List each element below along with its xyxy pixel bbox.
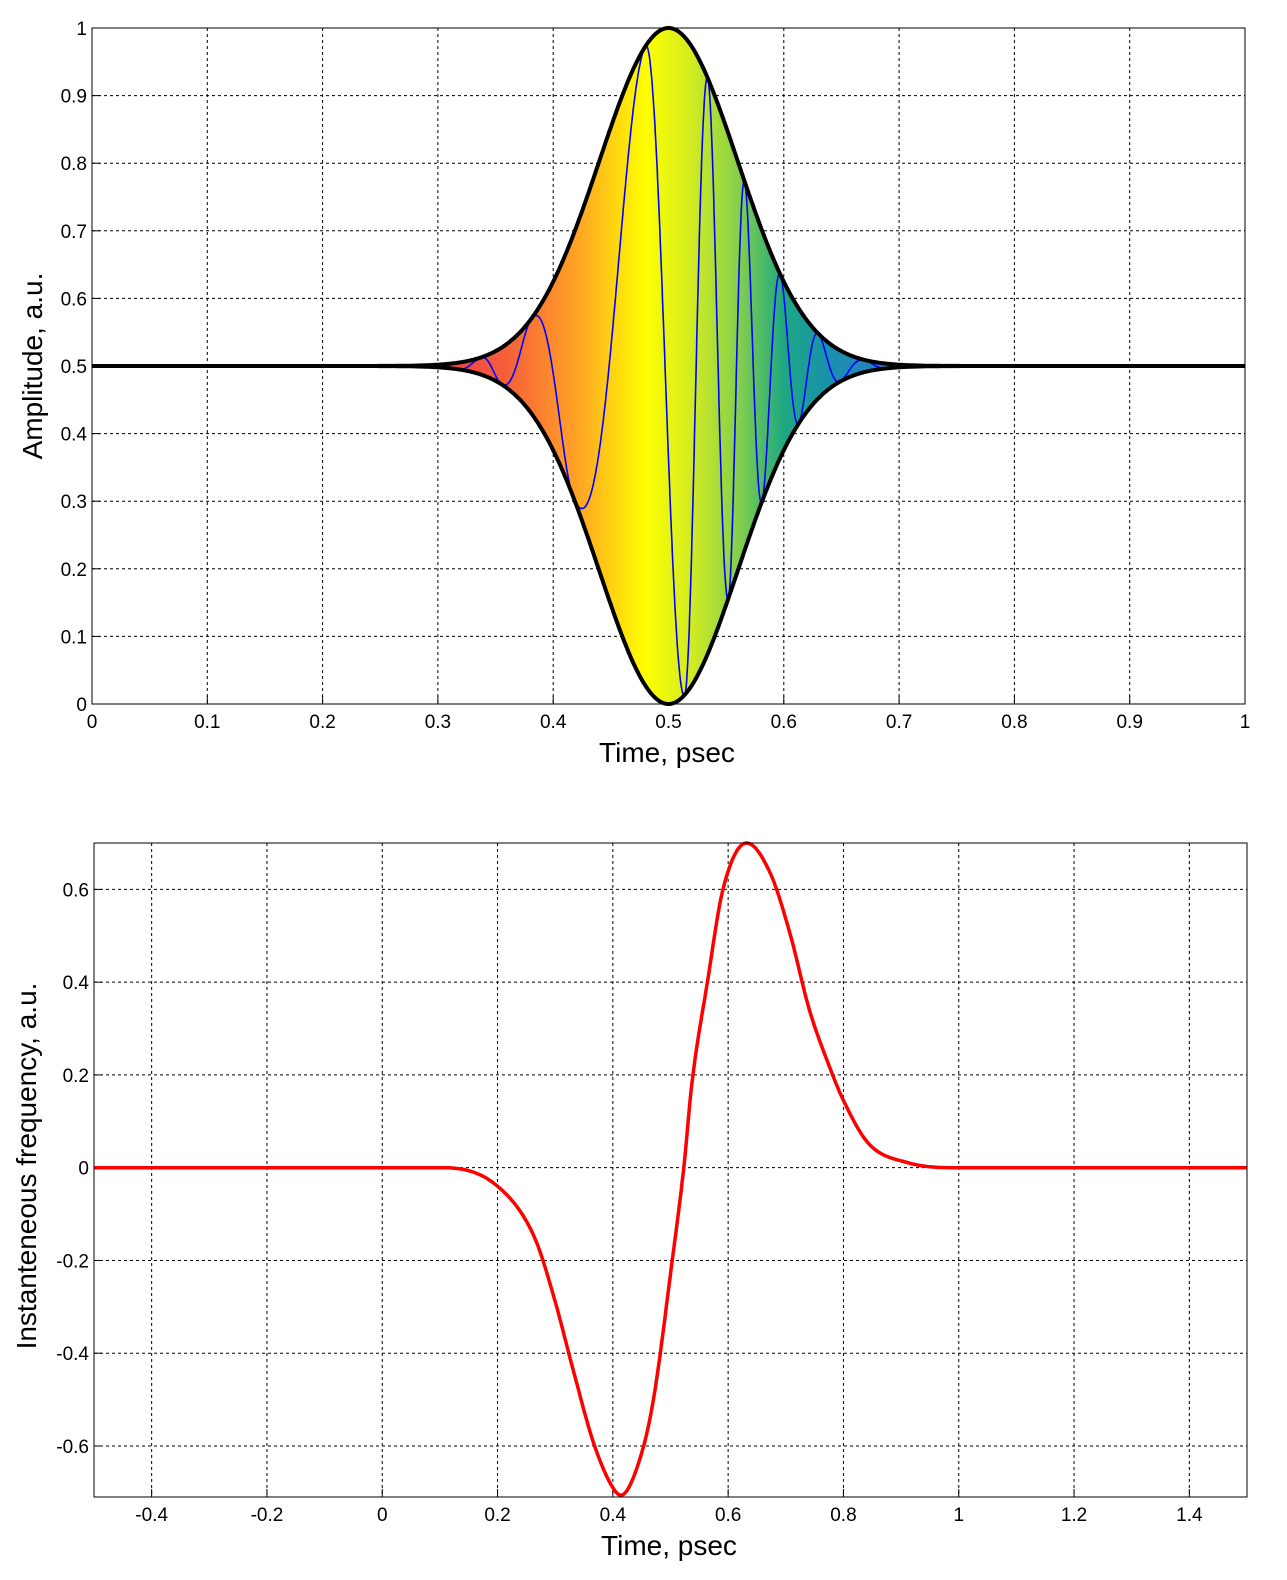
x-tick-label: 1.2 [1061, 1505, 1087, 1526]
x-tick-label: 0.5 [655, 712, 681, 733]
top-y-axis-label: Amplitude, a.u. [17, 273, 48, 460]
bottom-y-axis-label: Instanteneous frequency, a.u. [11, 983, 42, 1350]
frequency-plot: -0.4 -0.2 0 0.2 0.4 0.6 0.8 1 1.2 1.4 -0.6 -0.4 -0.2… [56, 841, 1248, 1526]
x-tick-label: 0.9 [1116, 712, 1142, 733]
y-tick-label: 0.6 [63, 880, 89, 901]
top-x-axis-label: Time, psec [599, 737, 735, 768]
x-tick-label: 0.8 [1001, 712, 1027, 733]
x-tick-label: -0.2 [251, 1505, 284, 1526]
y-tick-label: 0.4 [63, 973, 90, 994]
y-tick-label: 0.6 [61, 289, 87, 310]
y-tick-label: -0.2 [56, 1251, 89, 1272]
x-tick-label: 0.4 [600, 1505, 627, 1526]
plot-frame [93, 842, 1248, 1498]
x-tick-label: 0.7 [886, 712, 912, 733]
y-tick-label: 0.2 [63, 1066, 89, 1087]
y-tick-label: 0.4 [61, 425, 88, 446]
x-tick-label: 0.2 [309, 712, 335, 733]
y-tick-label: 0.2 [61, 560, 87, 581]
x-tick-label: 0.6 [771, 712, 797, 733]
y-tick-label: -0.6 [56, 1437, 89, 1458]
x-tick-label: 1.4 [1176, 1505, 1203, 1526]
y-tick-label: 0.5 [61, 357, 87, 378]
bottom-x-axis-label: Time, psec [601, 1530, 737, 1561]
x-tick-label: 0 [87, 712, 98, 733]
y-tick-label: 0.7 [61, 222, 87, 243]
x-tick-label: 1 [953, 1505, 964, 1526]
amplitude-plot: 0 0.1 0.2 0.3 0.4 0.5 0.6 0.7 0.8 0.9 1 0 0.1 0.2 0.3 0… [61, 19, 1251, 733]
plot-frame [91, 27, 1246, 705]
y-tick-label: 0.8 [61, 154, 87, 175]
x-tick-label: 0.8 [830, 1505, 856, 1526]
x-tick-label: 0.2 [484, 1505, 510, 1526]
pulse-fill [92, 28, 1245, 704]
x-tick-label: 0 [377, 1505, 388, 1526]
y-tick-label: 0.1 [61, 627, 87, 648]
y-tick-label: 0.3 [61, 492, 87, 513]
y-tick-label: -0.4 [56, 1344, 89, 1365]
y-tick-label: 0 [76, 695, 87, 716]
x-tick-label: 0.3 [425, 712, 451, 733]
x-tick-label: 0.4 [540, 712, 567, 733]
frequency-line [94, 841, 1247, 1497]
x-tick-label: 0.1 [194, 712, 220, 733]
x-tick-label: 1 [1240, 712, 1251, 733]
x-tick-label: -0.4 [135, 1505, 168, 1526]
y-tick-label: 0.9 [61, 87, 87, 108]
x-tick-label: 0.6 [715, 1505, 741, 1526]
y-tick-label: 1 [76, 19, 87, 40]
y-tick-label: 0 [78, 1159, 89, 1180]
